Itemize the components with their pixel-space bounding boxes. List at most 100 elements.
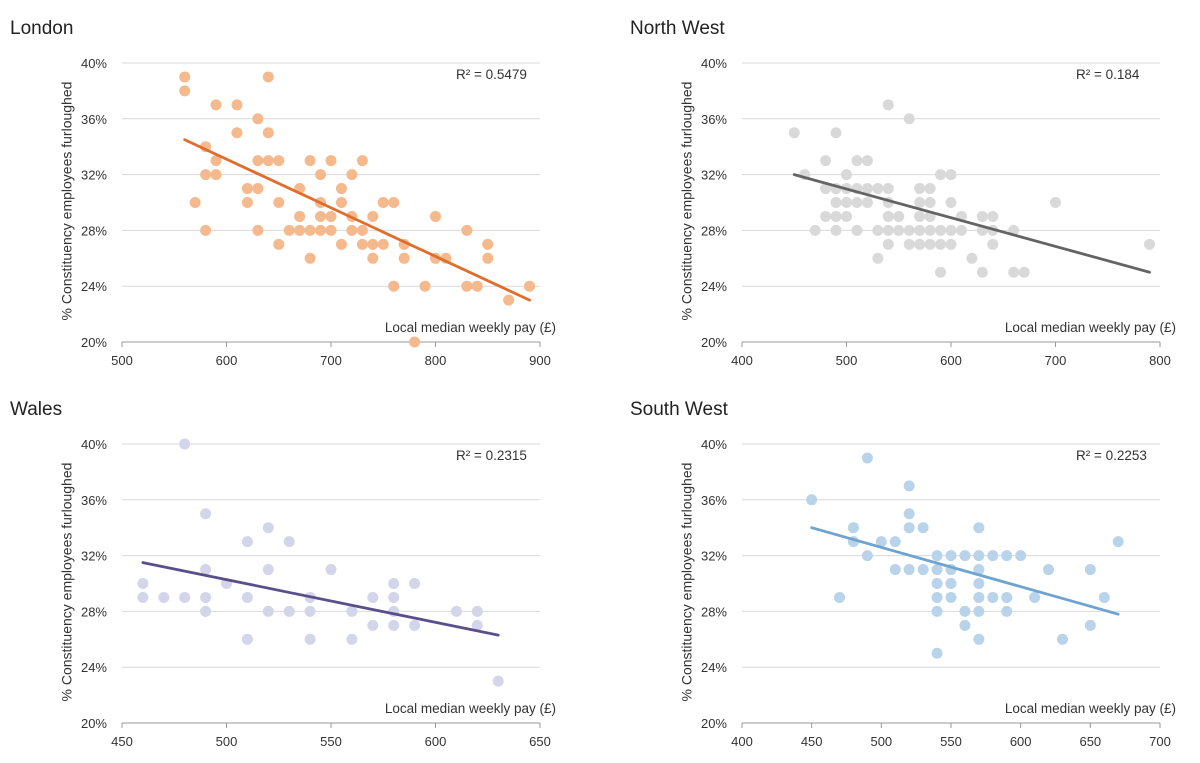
data-point: [851, 155, 863, 167]
data-point: [1001, 591, 1013, 603]
data-point: [262, 155, 274, 167]
data-point: [200, 224, 212, 236]
x-tick-label: 500: [216, 734, 238, 749]
data-point: [1001, 550, 1013, 562]
data-point: [409, 578, 421, 589]
x-axis-label: Local median weekly pay (£): [385, 320, 556, 335]
chart-panel-london: 20% 24% 28% 32% 36% 40% 500 600 700 800 900 R² = 0.…: [0, 0, 600, 381]
data-point: [388, 578, 400, 589]
y-tick-label: 36%: [701, 493, 727, 508]
data-point: [841, 169, 852, 181]
data-point: [973, 578, 985, 589]
data-point: [987, 210, 999, 222]
data-point: [482, 252, 494, 264]
y-axis-label: % Constituency employees furloughed: [58, 81, 75, 320]
data-point: [283, 605, 295, 617]
r-squared-label: R² = 0.2253: [1076, 448, 1147, 463]
data-point: [861, 550, 873, 562]
data-point: [1084, 619, 1096, 631]
data-point: [914, 238, 926, 250]
data-point: [356, 155, 368, 167]
x-tick-label: 500: [836, 353, 858, 368]
data-point: [325, 210, 337, 222]
data-point: [273, 238, 285, 250]
data-point: [872, 252, 884, 264]
data-point: [210, 169, 222, 181]
data-point: [315, 210, 327, 222]
data-point: [388, 619, 400, 631]
data-point: [367, 238, 379, 250]
data-point: [356, 224, 368, 236]
data-point: [976, 210, 988, 222]
chart-panel-wales: 20% 24% 28% 32% 36% 40% 450 500 550 600 650 R² = 0.…: [0, 381, 600, 762]
data-point: [200, 605, 212, 617]
data-point: [367, 210, 379, 222]
data-point: [830, 210, 842, 222]
x-tick-label: 600: [940, 353, 962, 368]
data-point: [945, 197, 957, 208]
x-tick-label: 650: [1079, 734, 1101, 749]
data-point: [945, 238, 957, 250]
x-tick-label: 650: [529, 734, 551, 749]
data-point: [241, 197, 253, 208]
data-point: [273, 197, 285, 208]
data-point: [914, 224, 926, 236]
data-point: [179, 85, 191, 97]
data-point: [924, 238, 936, 250]
data-point: [346, 224, 358, 236]
y-tick-label: 20%: [81, 716, 107, 731]
data-point: [325, 155, 337, 167]
y-tick-label: 28%: [701, 604, 727, 619]
data-point: [200, 169, 212, 181]
x-tick-label: 400: [731, 353, 753, 368]
chart-panel-north-west: 20% 24% 28% 32% 36% 40% 400 500 600 700 800 R² = 0.…: [620, 0, 1200, 381]
y-tick-label: 32%: [701, 549, 727, 564]
data-point: [210, 99, 222, 111]
r-squared-label: R² = 0.2315: [456, 448, 527, 463]
data-point: [461, 280, 473, 292]
data-point: [367, 619, 379, 631]
data-point: [830, 224, 842, 236]
data-point: [252, 183, 264, 195]
y-tick-label: 28%: [81, 604, 107, 619]
data-point: [924, 183, 936, 195]
chart-title: Wales: [10, 399, 63, 420]
y-tick-label: 32%: [81, 168, 107, 183]
data-point: [377, 238, 389, 250]
data-point: [388, 591, 400, 603]
chart-title: South West: [630, 399, 728, 420]
data-point: [252, 155, 264, 167]
y-axis-label: % Constituency employees furloughed: [678, 81, 695, 320]
y-tick-label: 40%: [81, 437, 107, 452]
data-point: [461, 224, 473, 236]
data-point: [973, 633, 985, 645]
x-tick-label: 700: [320, 353, 342, 368]
data-point: [889, 564, 901, 576]
trend-line: [810, 526, 1120, 616]
data-point: [273, 155, 285, 167]
data-point: [931, 564, 943, 576]
chart-panel-south-west: 20% 24% 28% 32% 36% 40% 400 450 500 550 600 650 700 R…: [620, 381, 1200, 762]
x-tick-label: 900: [529, 353, 551, 368]
y-tick-label: 24%: [701, 279, 727, 294]
x-tick-label: 450: [111, 734, 133, 749]
data-point: [471, 605, 483, 617]
data-point: [973, 605, 985, 617]
data-point: [955, 224, 967, 236]
data-point: [1050, 197, 1061, 208]
y-tick-label: 24%: [701, 660, 727, 675]
data-point: [903, 480, 915, 492]
data-point: [398, 252, 410, 264]
data-point: [924, 224, 936, 236]
data-point: [346, 169, 358, 181]
y-tick-label: 36%: [81, 112, 107, 127]
y-axis-label-wrap: % Constituency employees furloughed: [652, 81, 722, 320]
trend-line: [141, 561, 500, 637]
data-point: [973, 550, 985, 562]
data-point: [830, 197, 842, 208]
y-tick-label: 32%: [701, 168, 727, 183]
data-point: [210, 155, 222, 167]
data-point: [471, 280, 483, 292]
data-point: [861, 183, 873, 195]
data-point: [262, 564, 274, 576]
